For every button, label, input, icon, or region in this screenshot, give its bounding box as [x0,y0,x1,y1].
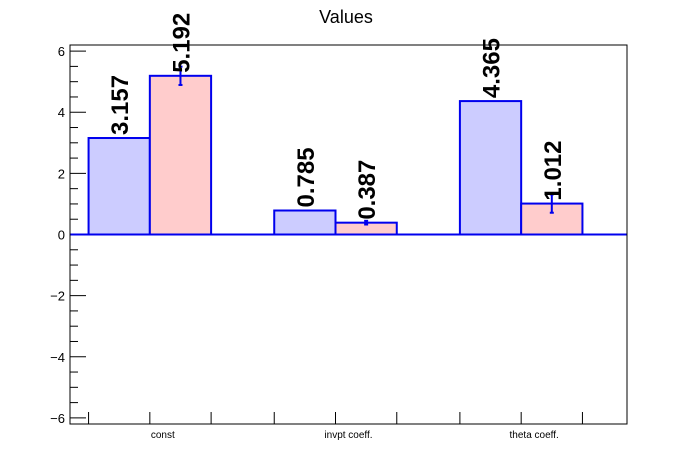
data-label: 1.012 [540,141,567,201]
chart-title: Values [319,7,373,27]
y-tick-label: 0 [58,228,65,243]
y-tick-label: 4 [58,105,65,120]
category-label: const [151,430,175,441]
category-labels-group: const invpt coeff. theta coeff. [151,430,559,441]
y-tick-label: 6 [58,44,65,59]
data-label: 0.387 [354,160,381,220]
y-tick-label: −2 [50,289,65,304]
y-tick-label: −4 [50,350,65,365]
y-tick-labels-group: −6 −4 −2 0 2 4 6 [50,44,65,426]
data-label: 0.785 [293,147,320,207]
x-axis-ticks [88,412,583,424]
data-label: 3.157 [107,75,134,135]
bar-const-s1 [87,137,151,236]
data-label: 4.365 [479,38,506,98]
bar-const-s2 [148,74,213,236]
category-label: theta coeff. [510,430,559,441]
data-labels-group: 3.157 0.785 4.365 5.192 0.387 1.012 [107,13,567,220]
bar-theta-coeff--s1 [458,100,523,236]
category-label: invpt coeff. [324,430,372,441]
bars-group [87,74,584,236]
y-tick-label: 2 [58,166,65,181]
y-tick-label: −6 [50,411,65,426]
error-bars-group [178,65,554,226]
bar-invpt-coeff--s1 [273,209,337,236]
plot-frame [69,44,628,425]
data-label: 5.192 [168,13,195,73]
